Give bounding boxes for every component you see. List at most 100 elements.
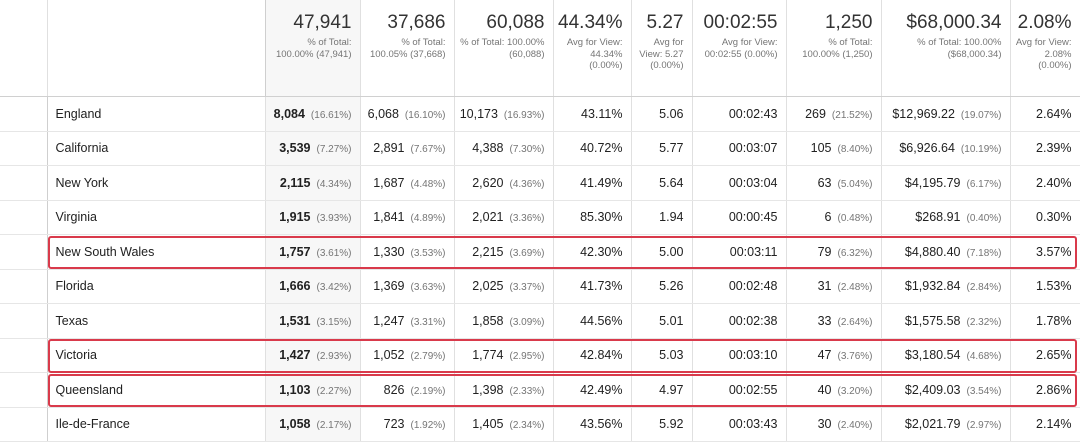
pages-per-session-cell: 5.00 [631, 234, 693, 270]
region-link[interactable]: New York [47, 165, 266, 201]
new-users-cell: 723 (1.92%) [360, 407, 455, 442]
conversion-rate-cell: 3.57% [1010, 234, 1080, 270]
table-row[interactable]: New York 2,115 (4.34%) 1,687 (4.48%) 2,620 (4.… [0, 165, 1080, 201]
pages-per-session-cell: 4.97 [631, 372, 693, 408]
region-link[interactable]: England [47, 96, 266, 132]
summary-users: 47,941 % of Total: 100.00% (47,941) [265, 0, 361, 97]
table-row[interactable]: Virginia 1,915 (3.93%) 1,841 (4.89%) 2,021 (3.… [0, 200, 1080, 235]
row-index-cell [0, 338, 48, 373]
conversion-rate-cell: 2.64% [1010, 96, 1080, 132]
revenue-cell: $2,409.03 (3.54%) [881, 372, 1011, 408]
revenue-cell: $6,926.64 (10.19%) [881, 131, 1011, 166]
dimension-header [47, 0, 266, 97]
users-cell: 1,058 (2.17%) [265, 407, 361, 442]
row-index-cell [0, 131, 48, 166]
transactions-cell: 33 (2.64%) [786, 303, 882, 339]
summary-new-users: 37,686 % of Total: 100.05% (37,668) [360, 0, 455, 97]
conversion-rate-cell: 2.39% [1010, 131, 1080, 166]
avg-session-duration-cell: 00:02:55 [692, 372, 787, 408]
pages-per-session-cell: 5.92 [631, 407, 693, 442]
pages-per-session-cell: 5.06 [631, 96, 693, 132]
region-link[interactable]: California [47, 131, 266, 166]
sessions-cell: 1,774 (2.95%) [454, 338, 554, 373]
revenue-cell: $268.91 (0.40%) [881, 200, 1011, 235]
table-row[interactable]: Victoria 1,427 (2.93%) 1,052 (2.79%) 1,774 (2.… [0, 338, 1080, 373]
avg-session-duration-cell: 00:03:43 [692, 407, 787, 442]
avg-session-duration-cell: 00:02:38 [692, 303, 787, 339]
revenue-cell: $4,880.40 (7.18%) [881, 234, 1011, 270]
row-index-cell [0, 303, 48, 339]
summary-sessions: 60,088 % of Total: 100.00% (60,088) [454, 0, 554, 97]
avg-session-duration-cell: 00:03:11 [692, 234, 787, 270]
revenue-cell: $1,932.84 (2.84%) [881, 269, 1011, 304]
sessions-cell: 1,858 (3.09%) [454, 303, 554, 339]
conversion-rate-cell: 2.14% [1010, 407, 1080, 442]
pages-per-session-cell: 1.94 [631, 200, 693, 235]
users-cell: 1,103 (2.27%) [265, 372, 361, 408]
users-cell: 1,427 (2.93%) [265, 338, 361, 373]
bounce-rate-cell: 40.72% [553, 131, 632, 166]
revenue-cell: $1,575.58 (2.32%) [881, 303, 1011, 339]
row-index-cell [0, 372, 48, 408]
bounce-rate-cell: 43.56% [553, 407, 632, 442]
transactions-cell: 40 (3.20%) [786, 372, 882, 408]
summary-conversion-rate: 2.08% Avg for View: 2.08% (0.00%) [1010, 0, 1080, 97]
avg-session-duration-cell: 00:02:43 [692, 96, 787, 132]
conversion-rate-cell: 1.53% [1010, 269, 1080, 304]
avg-session-duration-cell: 00:03:07 [692, 131, 787, 166]
row-index-header [0, 0, 48, 97]
table-row[interactable]: England 8,084 (16.61%) 6,068 (16.10%) 10,173(… [0, 96, 1080, 132]
new-users-cell: 6,068 (16.10%) [360, 96, 455, 132]
pages-per-session-cell: 5.26 [631, 269, 693, 304]
sessions-cell: 1,398 (2.33%) [454, 372, 554, 408]
transactions-cell: 31 (2.48%) [786, 269, 882, 304]
sessions-cell: 2,215 (3.69%) [454, 234, 554, 270]
users-cell: 1,666 (3.42%) [265, 269, 361, 304]
pages-per-session-cell: 5.64 [631, 165, 693, 201]
table-row[interactable]: Texas 1,531 (3.15%) 1,247 (3.31%) 1,858 (3.09%… [0, 303, 1080, 339]
region-link[interactable]: New South Wales [47, 234, 266, 270]
region-link[interactable]: Ile-de-France [47, 407, 266, 442]
region-link[interactable]: Florida [47, 269, 266, 304]
table-row[interactable]: Florida 1,666 (3.42%) 1,369 (3.63%) 2,025 (3.3… [0, 269, 1080, 304]
summary-revenue: $68,000.34 % of Total: 100.00% ($68,000.… [881, 0, 1011, 97]
users-cell: 1,757 (3.61%) [265, 234, 361, 270]
avg-session-duration-cell: 00:03:10 [692, 338, 787, 373]
conversion-rate-cell: 1.78% [1010, 303, 1080, 339]
table-row[interactable]: California 3,539 (7.27%) 2,891 (7.67%) 4,388(… [0, 131, 1080, 166]
transactions-cell: 79 (6.32%) [786, 234, 882, 270]
sessions-cell: 4,388 (7.30%) [454, 131, 554, 166]
summary-bounce-rate: 44.34% Avg for View: 44.34% (0.00%) [553, 0, 632, 97]
conversion-rate-cell: 0.30% [1010, 200, 1080, 235]
transactions-cell: 6 (0.48%) [786, 200, 882, 235]
conversion-rate-cell: 2.86% [1010, 372, 1080, 408]
table-body: England 8,084 (16.61%) 6,068 (16.10%) 10,173(… [0, 96, 1080, 442]
region-link[interactable]: Victoria [47, 338, 266, 373]
pages-per-session-cell: 5.03 [631, 338, 693, 373]
revenue-cell: $2,021.79 (2.97%) [881, 407, 1011, 442]
users-cell: 1,531 (3.15%) [265, 303, 361, 339]
bounce-rate-cell: 85.30% [553, 200, 632, 235]
avg-session-duration-cell: 00:00:45 [692, 200, 787, 235]
new-users-cell: 1,247 (3.31%) [360, 303, 455, 339]
bounce-rate-cell: 44.56% [553, 303, 632, 339]
table-row[interactable]: New South Wales 1,757 (3.61%) 1,330 (3.53%) 2… [0, 234, 1080, 270]
avg-session-duration-cell: 00:02:48 [692, 269, 787, 304]
row-index-cell [0, 96, 48, 132]
revenue-cell: $12,969.22 (19.07%) [881, 96, 1011, 132]
new-users-cell: 1,052 (2.79%) [360, 338, 455, 373]
region-link[interactable]: Texas [47, 303, 266, 339]
sessions-cell: 1,405 (2.34%) [454, 407, 554, 442]
region-link[interactable]: Queensland [47, 372, 266, 408]
table-row[interactable]: Ile-de-France 1,058 (2.17%) 723 (1.92%) 1,405… [0, 407, 1080, 442]
summary-row: 47,941 % of Total: 100.00% (47,941) 37,6… [0, 0, 1080, 97]
transactions-cell: 105 (8.40%) [786, 131, 882, 166]
sessions-cell: 10,173 (16.93%) [454, 96, 554, 132]
new-users-cell: 1,687 (4.48%) [360, 165, 455, 201]
table-row[interactable]: Queensland 1,103 (2.27%) 826 (2.19%) 1,398 (2.… [0, 372, 1080, 408]
bounce-rate-cell: 42.30% [553, 234, 632, 270]
bounce-rate-cell: 43.11% [553, 96, 632, 132]
users-cell: 1,915 (3.93%) [265, 200, 361, 235]
region-link[interactable]: Virginia [47, 200, 266, 235]
